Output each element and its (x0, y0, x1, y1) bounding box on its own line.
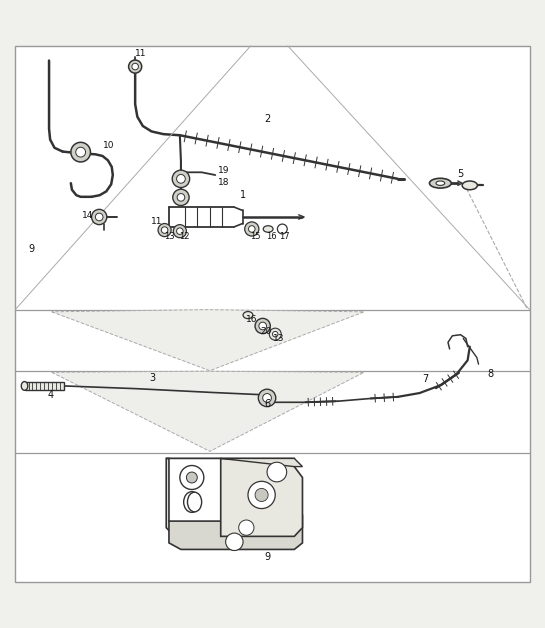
Text: 13: 13 (164, 232, 174, 241)
Circle shape (267, 462, 287, 482)
Text: 17: 17 (279, 232, 290, 241)
Circle shape (95, 213, 103, 221)
Circle shape (255, 489, 268, 502)
Circle shape (172, 170, 190, 188)
Ellipse shape (21, 382, 28, 390)
Text: 8: 8 (487, 369, 494, 379)
Text: 12: 12 (179, 232, 190, 241)
Text: 4: 4 (47, 389, 53, 399)
Bar (25, 382, 64, 390)
Circle shape (248, 481, 275, 509)
Ellipse shape (436, 181, 445, 185)
Text: 9: 9 (264, 551, 270, 561)
Text: 10: 10 (103, 141, 115, 149)
Text: 16: 16 (266, 232, 277, 241)
Polygon shape (52, 371, 364, 452)
Circle shape (177, 175, 185, 183)
Polygon shape (52, 310, 364, 371)
Circle shape (132, 63, 138, 70)
Circle shape (259, 322, 267, 330)
Circle shape (255, 318, 270, 333)
Circle shape (180, 465, 204, 489)
Text: 19: 19 (217, 166, 229, 175)
Circle shape (177, 228, 183, 234)
Text: 6: 6 (264, 399, 270, 409)
Ellipse shape (462, 181, 477, 190)
Polygon shape (169, 514, 302, 550)
Circle shape (272, 332, 278, 337)
Circle shape (158, 224, 171, 237)
Text: 9: 9 (28, 244, 35, 254)
Circle shape (263, 394, 271, 403)
Circle shape (173, 225, 186, 238)
Text: 15: 15 (250, 232, 261, 241)
Ellipse shape (243, 311, 253, 318)
Circle shape (129, 60, 142, 73)
Circle shape (76, 147, 86, 157)
Text: 2: 2 (264, 114, 270, 124)
Polygon shape (166, 458, 302, 467)
Text: 14: 14 (82, 212, 93, 220)
Ellipse shape (187, 492, 202, 512)
Circle shape (177, 193, 185, 201)
Circle shape (269, 328, 281, 340)
Ellipse shape (263, 225, 273, 232)
Circle shape (92, 209, 107, 225)
Circle shape (71, 143, 90, 162)
Circle shape (277, 224, 287, 234)
Circle shape (245, 222, 259, 236)
Polygon shape (221, 458, 302, 536)
Circle shape (239, 520, 254, 535)
Circle shape (226, 533, 243, 551)
Circle shape (258, 389, 276, 407)
Circle shape (173, 189, 189, 205)
Text: 18: 18 (217, 178, 229, 187)
Text: 1: 1 (239, 190, 246, 200)
Text: 20: 20 (261, 327, 271, 336)
Text: 3: 3 (149, 373, 156, 383)
Ellipse shape (184, 492, 200, 512)
Text: 11: 11 (135, 49, 147, 58)
Polygon shape (166, 458, 221, 543)
Text: 16: 16 (246, 315, 258, 324)
Circle shape (249, 225, 255, 232)
Circle shape (186, 472, 197, 483)
Circle shape (161, 227, 168, 234)
Text: 13: 13 (273, 334, 285, 343)
Text: 7: 7 (422, 374, 428, 384)
Text: 5: 5 (457, 170, 464, 180)
Text: 11: 11 (151, 217, 163, 226)
Ellipse shape (429, 178, 451, 188)
